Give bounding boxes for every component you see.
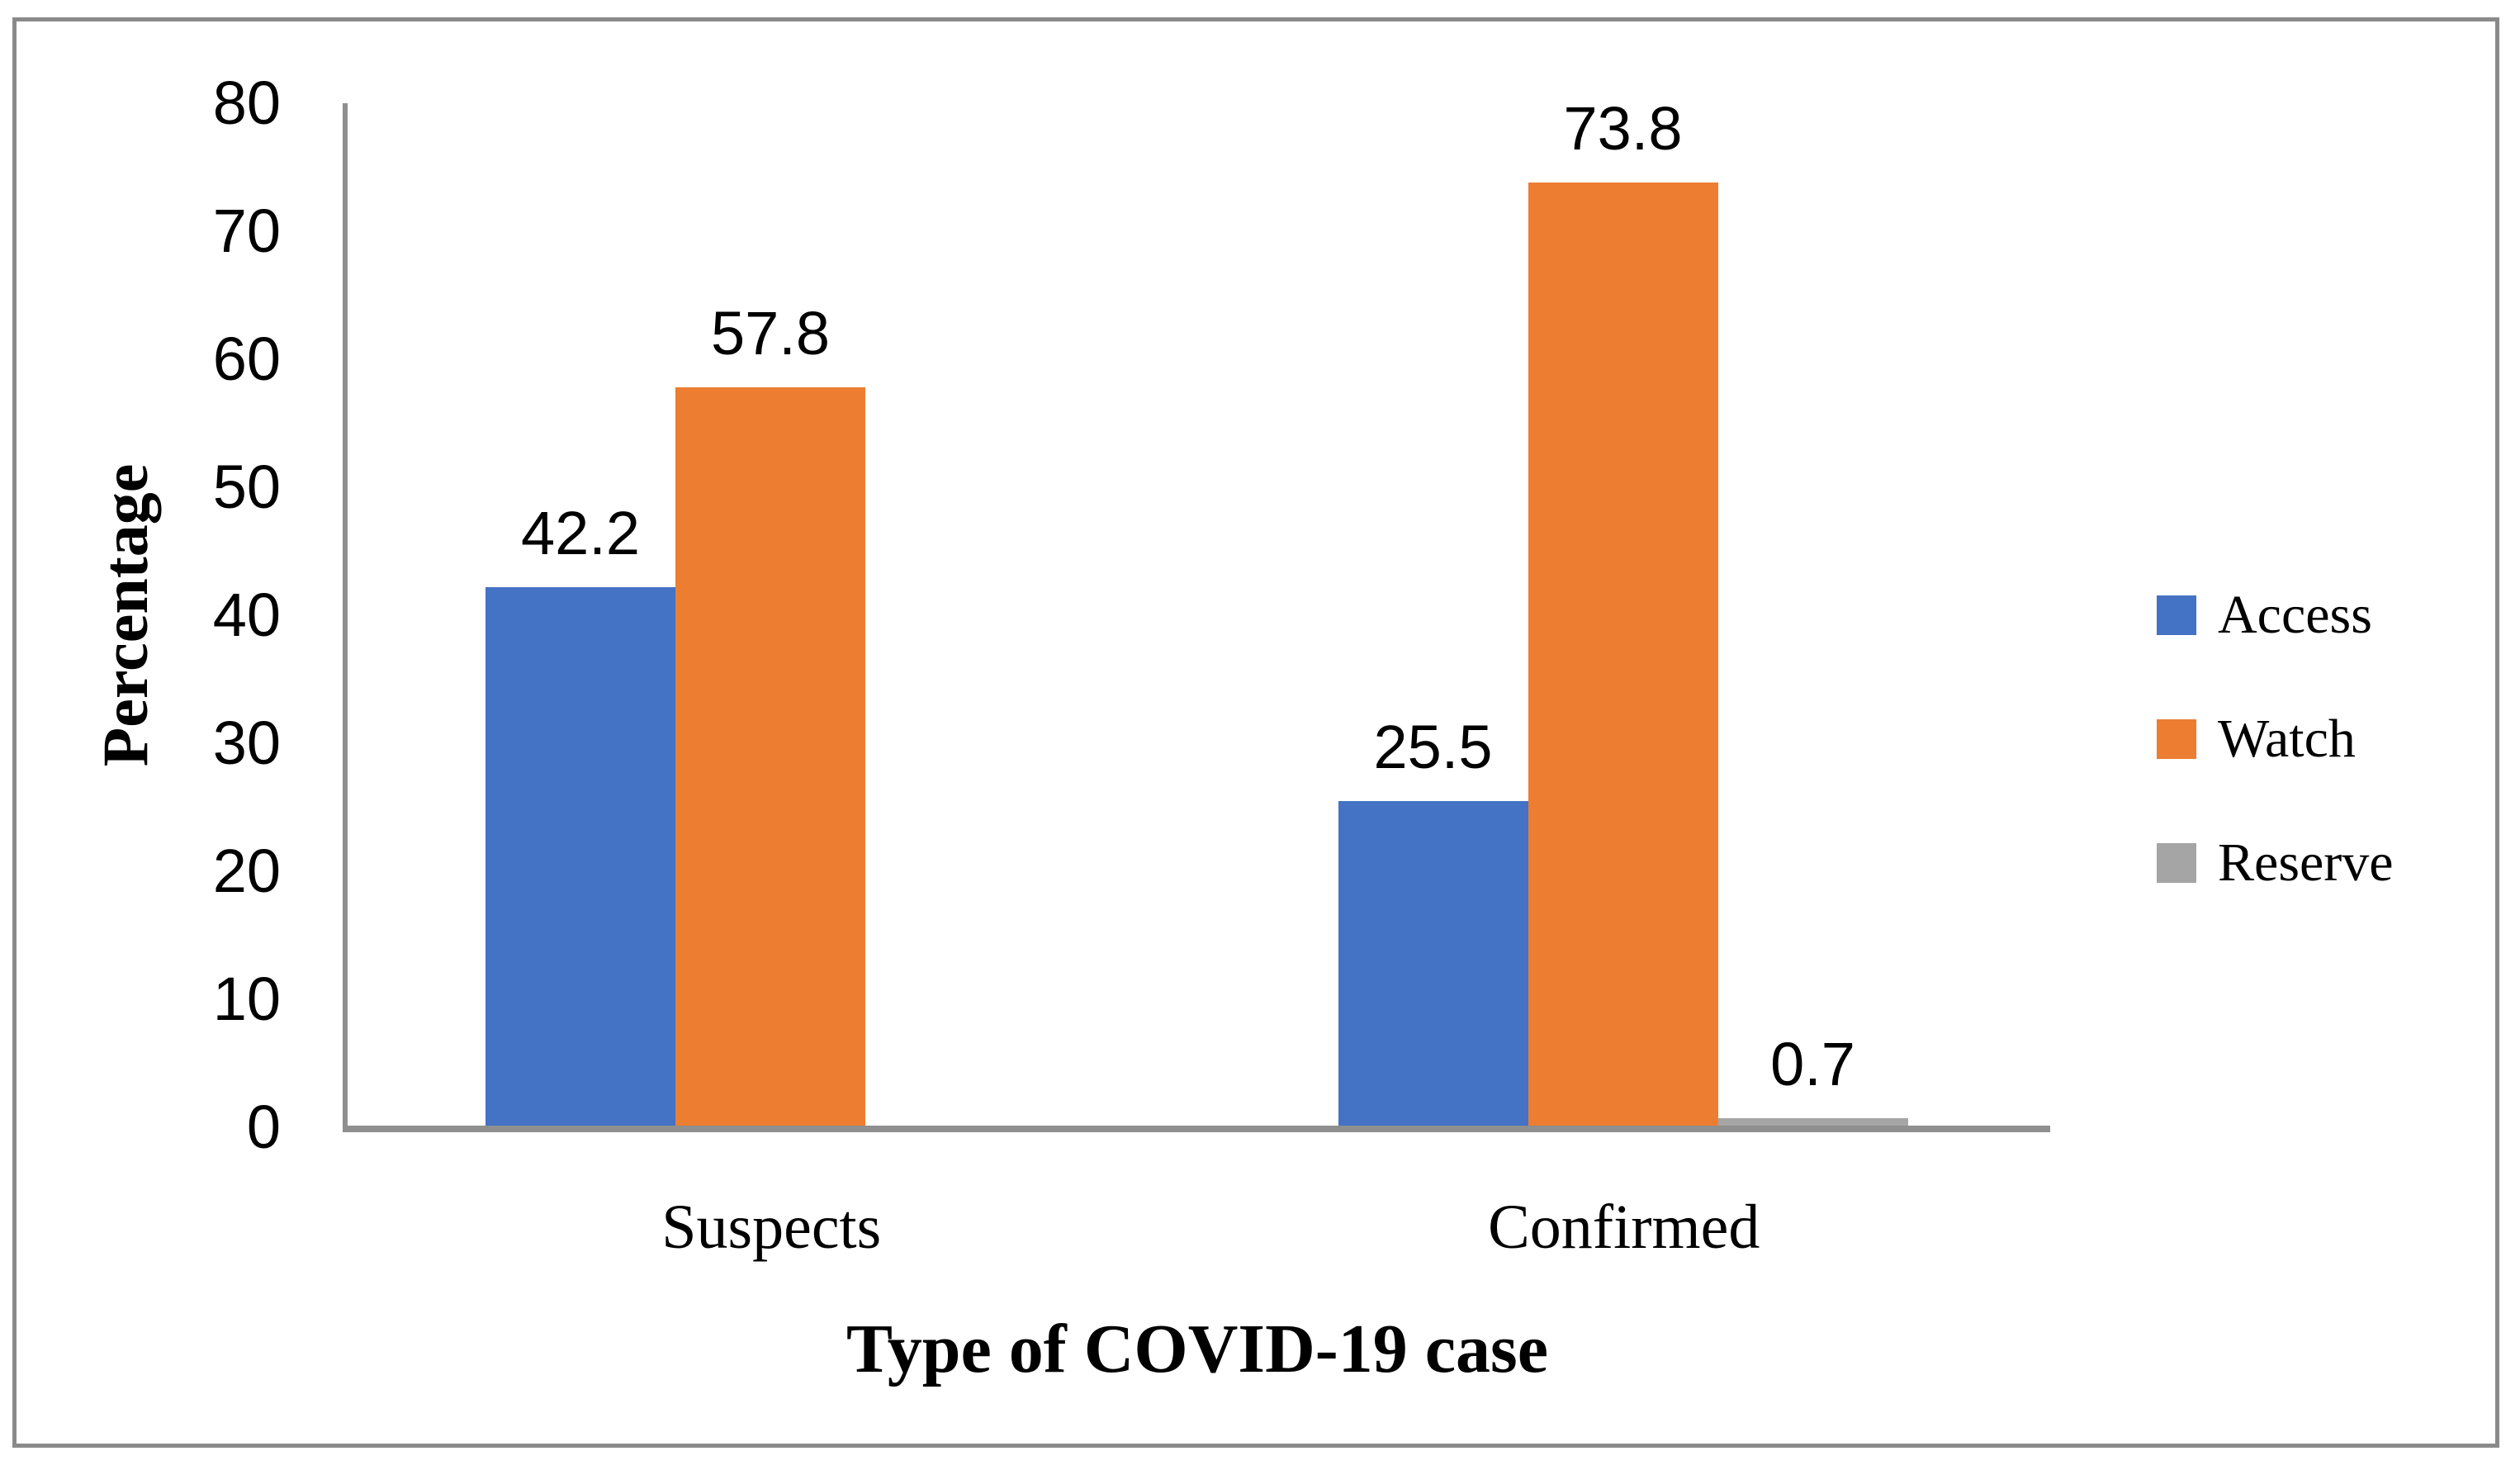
legend-label-reserve: Reserve <box>2218 832 2394 893</box>
y-tick-40: 40 <box>212 581 281 649</box>
y-tick-30: 30 <box>212 709 281 777</box>
y-tick-80: 80 <box>212 69 281 137</box>
data-label-access-suspects: 42.2 <box>520 498 641 567</box>
data-label-access-confirmed: 25.5 <box>1373 712 1493 781</box>
y-tick-50: 50 <box>212 453 281 521</box>
y-axis-line <box>343 103 348 1131</box>
x-category-confirmed: Confirmed <box>1488 1193 1760 1262</box>
x-axis-title: Type of COVID-19 case <box>846 1311 1548 1387</box>
bar-access-suspects <box>486 586 675 1129</box>
y-tick-10: 10 <box>212 965 281 1033</box>
legend-swatch-watch <box>2157 719 2196 759</box>
y-tick-0: 0 <box>246 1093 281 1161</box>
figure-border <box>12 17 2499 1448</box>
legend-swatch-reserve <box>2157 843 2196 883</box>
data-label-watch-confirmed: 73.8 <box>1563 94 1683 164</box>
y-tick-70: 70 <box>212 197 281 265</box>
legend-item-watch: Watch <box>2157 712 2356 766</box>
legend-item-access: Access <box>2157 588 2372 643</box>
bar-watch-confirmed <box>1528 183 1718 1129</box>
legend-label-watch: Watch <box>2218 709 2356 769</box>
data-label-watch-suspects: 57.8 <box>710 299 831 368</box>
x-category-suspects: Suspects <box>661 1193 882 1262</box>
x-axis-line <box>343 1126 2050 1132</box>
legend-item-reserve: Reserve <box>2157 836 2394 890</box>
y-axis-title: Percentage <box>89 463 161 767</box>
bar-access-confirmed <box>1338 800 1528 1129</box>
legend-swatch-access <box>2157 595 2196 635</box>
y-tick-60: 60 <box>212 325 281 393</box>
bar-watch-suspects <box>675 387 865 1129</box>
legend-label-access: Access <box>2218 585 2372 645</box>
y-tick-20: 20 <box>212 837 281 905</box>
data-label-reserve-confirmed: 0.7 <box>1770 1030 1855 1099</box>
